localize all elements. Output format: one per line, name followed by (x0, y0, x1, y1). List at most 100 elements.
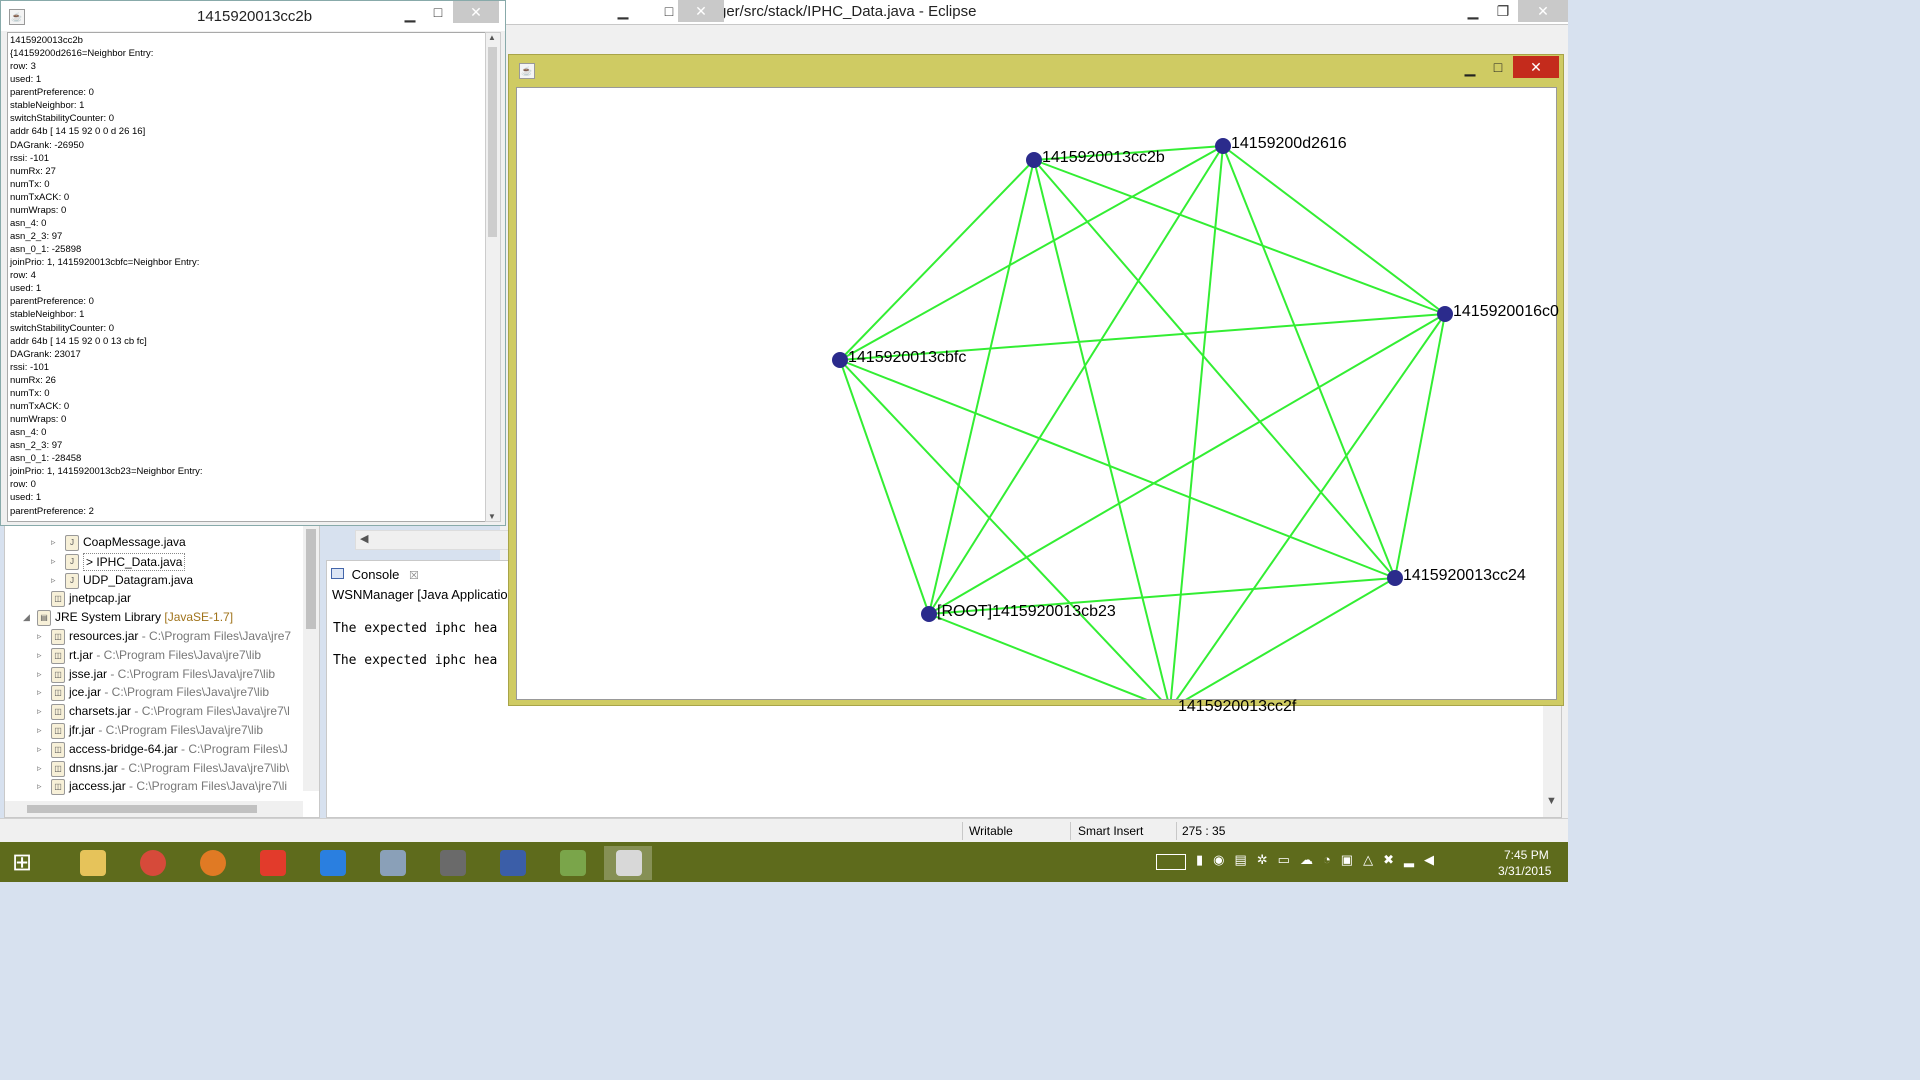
expand-arrow-icon[interactable]: ▹ (37, 706, 42, 717)
tree-item-label: jsse.jar (69, 666, 108, 681)
console-line: The expected iphc hea (333, 653, 498, 668)
tree-item[interactable]: ▹ ◫ access-bridge-64.jar - C:\Program File… (5, 740, 301, 759)
explorer-vertical-scrollbar[interactable] (303, 521, 319, 791)
tree-item[interactable]: ▹ ◫ charsets.jar - C:\Program Files\Java\j… (5, 702, 301, 721)
tree-item[interactable]: ▹ ◫ dnsns.jar - C:\Program Files\Java\jre7… (5, 759, 301, 778)
expand-arrow-icon[interactable]: ▹ (37, 631, 42, 641)
minimize-button[interactable]: ▁ (617, 3, 629, 19)
graph-node-label: 1415920013cc2f (1178, 698, 1297, 715)
tree-item[interactable]: ▹ ◫ jsse.jar - C:\Program Files\Java\jre7\… (5, 665, 301, 684)
windows-start-icon[interactable]: ⊞ (0, 846, 48, 880)
graph-node-label: 1415920013cc24 (1403, 567, 1526, 584)
minimize-button[interactable]: ▁ (1464, 60, 1476, 76)
graph-edge (839, 359, 1171, 710)
clock-time[interactable]: 7:45 PM (1504, 848, 1549, 862)
chevron-down-icon[interactable]: ▼ (1546, 795, 1557, 807)
tree-item[interactable]: ▹ J > IPHC_Data.java (5, 552, 301, 571)
expand-arrow-icon[interactable]: ◢ (23, 612, 30, 623)
task-manager-icon[interactable] (368, 846, 416, 880)
firefox-icon[interactable] (188, 846, 236, 880)
tab-console[interactable]: Console ☒ (331, 565, 419, 585)
file-explorer-icon[interactable] (68, 846, 116, 880)
expand-arrow-icon[interactable]: ▹ (37, 743, 42, 754)
graph-node[interactable] (1026, 152, 1042, 168)
expand-arrow-icon[interactable]: ▹ (51, 537, 56, 547)
tree-item[interactable]: ▹ J UDP_Datagram.java (5, 571, 301, 590)
neighbor-text-line: stableNeighbor: 1 (10, 309, 85, 321)
maximize-button[interactable]: □ (1493, 59, 1503, 75)
tree-item-text: dnsns.jar - C:\Program Files\Java\jre7\l… (69, 759, 289, 778)
tree-item-label: jaccess.jar (69, 779, 126, 794)
eclipse-close-button[interactable]: ✕ (1518, 0, 1568, 22)
tray-icons[interactable]: ▮◉▤✲▭☁◔▣△✖▂◀ (1196, 852, 1444, 867)
expand-arrow-icon[interactable]: ▹ (37, 781, 42, 792)
settings-app-icon[interactable] (428, 846, 476, 880)
expand-arrow-icon[interactable]: ▹ (37, 762, 42, 773)
clock-date[interactable]: 3/31/2015 (1498, 864, 1552, 878)
neighbor-text-line: switchStabilityCounter: 0 (10, 322, 115, 334)
tree-item[interactable]: ▹ ◫ jce.jar - C:\Program Files\Java\jre7\l… (5, 683, 301, 702)
tree-item-text: resources.jar - C:\Program Files\Java\jr… (69, 627, 291, 646)
graph-edge (928, 145, 1224, 615)
expand-arrow-icon[interactable]: ▹ (37, 725, 42, 735)
tree-item[interactable]: ▹ J CoapMessage.java (5, 533, 301, 552)
pdf-icon[interactable] (248, 846, 296, 880)
close-button[interactable]: ✕ (453, 1, 499, 23)
graph-node[interactable] (1437, 306, 1453, 322)
dropbox-icon-glyph (320, 850, 346, 876)
network-topology-graph[interactable] (517, 88, 1556, 717)
graph-node[interactable] (832, 352, 848, 368)
scrollbar-thumb[interactable] (488, 47, 497, 237)
tree-item[interactable]: ▹ ◫ resources.jar - C:\Program Files\Java\… (5, 627, 301, 646)
keyboard-icon[interactable] (1156, 854, 1186, 870)
neighbor-text-line: joinPrio: 1, 1415920013cbfc=Neighbor Ent… (10, 257, 200, 269)
neighbor-text-line: asn_2_3: 97 (10, 440, 63, 452)
image-app-icon[interactable] (548, 846, 596, 880)
tree-item[interactable]: ◫ jnetpcap.jar (5, 589, 301, 608)
visio-icon[interactable] (488, 846, 536, 880)
close-button[interactable]: ✕ (678, 0, 724, 22)
java-app-icon[interactable] (604, 846, 652, 880)
scrollbar-thumb[interactable] (306, 529, 316, 629)
graph-node[interactable] (1387, 570, 1403, 586)
eclipse-minimize-button[interactable]: ▁ (1467, 3, 1479, 19)
tree-item[interactable]: ▹ ◫ jaccess.jar - C:\Program Files\Java\jr… (5, 777, 301, 796)
neighbor-text-line: used: 1 (10, 74, 42, 86)
neighbor-text-area[interactable]: 1415920013cc2b {14159200d2616=Neighbor En… (7, 32, 487, 522)
maximize-button[interactable]: □ (433, 4, 443, 20)
status-separator (962, 822, 963, 840)
graph-node[interactable] (1215, 138, 1231, 154)
explorer-horizontal-scrollbar[interactable] (5, 801, 303, 817)
text-vertical-scrollbar[interactable]: ▲ ▼ (485, 32, 501, 522)
tree-item[interactable]: ▹ ◫ rt.jar - C:\Program Files\Java\jre7\li… (5, 646, 301, 665)
neighbor-text-line: switchStabilityCounter: 0 (10, 113, 115, 125)
graph-canvas[interactable]: 1415920013cc2b 14159200d2616 1415920016c0 1… (516, 87, 1559, 717)
tree-item[interactable]: ▹ ◫ jfr.jar - C:\Program Files\Java\jre7\l… (5, 721, 301, 740)
scroll-left-icon[interactable]: ◀ (360, 533, 369, 545)
close-button[interactable]: ✕ (1513, 56, 1559, 78)
tree-item[interactable]: ◢ ▤ JRE System Library [JavaSE-1.7] (5, 608, 301, 627)
tree-item-text: rt.jar - C:\Program Files\Java\jre7\lib (69, 646, 261, 665)
eclipse-restore-button[interactable]: ❐ (1496, 3, 1510, 19)
chrome-icon[interactable] (128, 846, 176, 880)
graph-node[interactable] (921, 606, 937, 622)
console-tab-label: Console (351, 567, 400, 582)
dropbox-icon[interactable] (308, 846, 356, 880)
expand-arrow-icon[interactable]: ▹ (37, 687, 42, 698)
expand-arrow-icon[interactable]: ▹ (51, 555, 56, 566)
graph-node-label: [ROOT]1415920013cb23 (937, 603, 1116, 620)
minimize-button[interactable]: ▁ (404, 6, 416, 22)
scroll-up-icon[interactable]: ▲ (488, 33, 496, 42)
expand-arrow-icon[interactable]: ▹ (51, 574, 56, 585)
expand-arrow-icon[interactable]: ▹ (37, 668, 42, 679)
tree-item-text: jaccess.jar - C:\Program Files\Java\jre7… (69, 777, 287, 796)
maximize-button[interactable]: □ (664, 3, 674, 19)
neighbor-text-line: numRx: 26 (10, 374, 56, 386)
scrollbar-thumb[interactable] (27, 805, 257, 813)
graph-edge (1169, 313, 1446, 710)
scroll-down-icon[interactable]: ▼ (488, 512, 496, 521)
editor-horizontal-scrollbar[interactable]: ◀ (355, 530, 512, 550)
graph-edge (1033, 159, 1396, 579)
expand-arrow-icon[interactable]: ▹ (37, 649, 42, 660)
close-icon[interactable]: ☒ (408, 570, 419, 582)
